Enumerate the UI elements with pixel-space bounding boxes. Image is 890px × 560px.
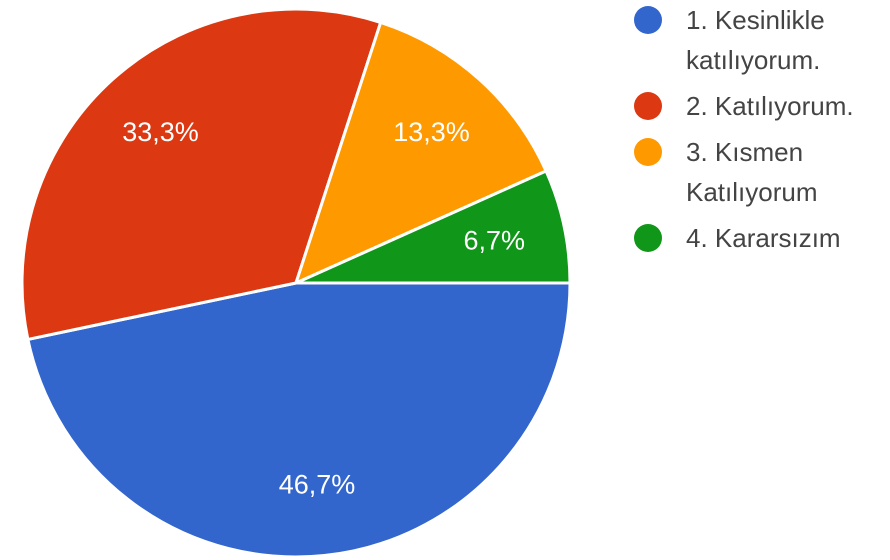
legend-item-2: 2. Katılıyorum. — [634, 91, 854, 121]
legend-marker-1 — [634, 6, 662, 34]
legend-label-2-line-1: 2. Katılıyorum. — [686, 91, 854, 121]
legend-label-3-line-1: 3. Kısmen — [686, 137, 803, 167]
legend-marker-2 — [634, 92, 662, 120]
legend-label-1-line-1: 1. Kesinlikle — [686, 5, 825, 35]
legend-label-1-line-2: katılıyorum. — [686, 45, 820, 75]
pie-slice-label-4: 6,7% — [464, 226, 526, 256]
pie-slice-1 — [28, 283, 570, 557]
legend-marker-4 — [634, 224, 662, 252]
legend-item-4: 4. Kararsızım — [634, 223, 841, 253]
pie-slice-label-2: 33,3% — [122, 117, 199, 147]
legend-marker-3 — [634, 138, 662, 166]
legend: 1. Kesinlikle katılıyorum. 2. Katılıyorum.… — [634, 5, 854, 253]
legend-label-3-line-2: Katılıyorum — [686, 177, 818, 207]
pie-slice-label-1: 46,7% — [279, 470, 356, 500]
legend-label-4-line-1: 4. Kararsızım — [686, 223, 841, 253]
legend-item-1: 1. Kesinlikle katılıyorum. — [634, 5, 825, 75]
pie-slice-label-3: 13,3% — [393, 117, 470, 147]
legend-item-3: 3. Kısmen Katılıyorum — [634, 137, 818, 207]
